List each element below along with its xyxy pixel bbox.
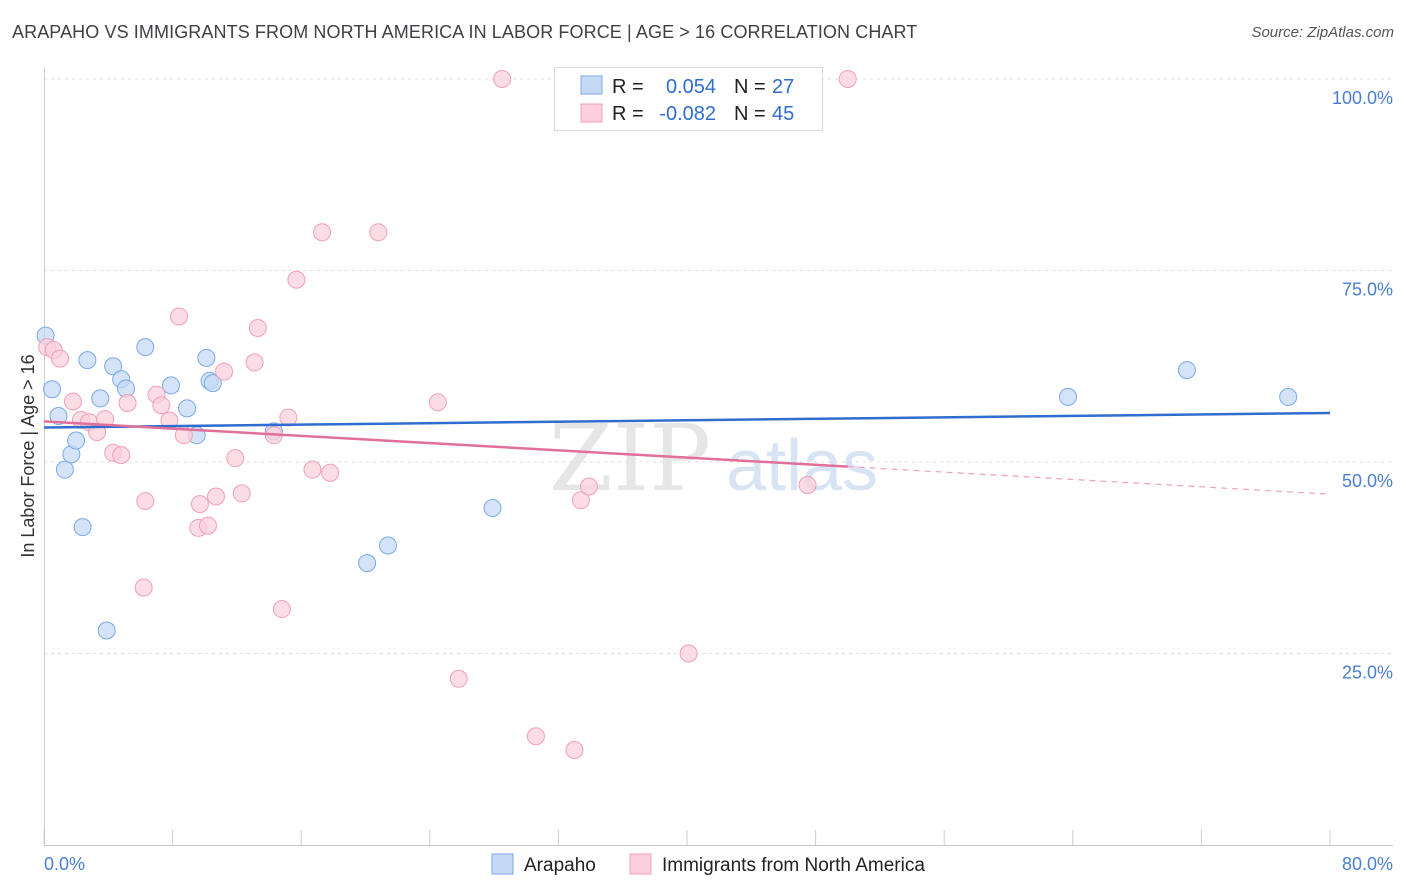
legend-r-label: R = — [612, 103, 644, 125]
arapaho-point — [97, 621, 116, 640]
immigrants-point — [51, 349, 70, 368]
series-legend-swatch-arapaho — [491, 853, 514, 875]
arapaho-point — [178, 399, 197, 418]
immigrants-point — [579, 477, 598, 496]
immigrants-point — [152, 396, 171, 415]
arapaho-point — [1279, 387, 1298, 406]
arapaho-point — [104, 357, 123, 376]
y-tick-label: 50.0% — [1342, 471, 1393, 491]
immigrants-point — [112, 446, 131, 465]
immigrants-point — [449, 669, 468, 688]
immigrants-point — [313, 223, 332, 242]
immigrants-point — [303, 460, 322, 479]
y-tick-labels: 100.0% 75.0% 50.0% 25.0% — [1332, 88, 1393, 683]
series-legend-swatch-immigrants — [629, 853, 652, 875]
series-legend-label: Arapaho — [524, 855, 596, 876]
arapaho-point — [1177, 361, 1196, 380]
immigrants-point — [565, 741, 584, 760]
x-axis-ticks — [43, 830, 1331, 845]
arapaho-point — [136, 338, 155, 357]
immigrants-point — [215, 362, 234, 381]
trend-lines — [43, 411, 1331, 495]
y-tick-label: 75.0% — [1342, 280, 1393, 300]
arapaho-point — [379, 536, 398, 555]
legend-r-value: -0.082 — [659, 103, 716, 125]
immigrants-point — [526, 727, 545, 746]
y-tick-label: 25.0% — [1342, 663, 1393, 683]
arapaho-point — [483, 498, 502, 517]
immigrants-point — [679, 644, 698, 663]
arapaho-point — [43, 380, 62, 399]
source-credit: Source: ZipAtlas.com — [1251, 24, 1394, 41]
y-axis-label: In Labor Force | Age > 16 — [18, 354, 38, 557]
immigrants-trend-extension — [847, 465, 1331, 495]
immigrants-point — [272, 600, 291, 619]
immigrants-point — [287, 270, 306, 289]
immigrants-point — [134, 578, 153, 597]
arapaho-point — [67, 431, 86, 450]
arapaho-point — [78, 351, 97, 370]
immigrants-point — [493, 70, 512, 88]
immigrants-point — [63, 392, 82, 411]
immigrants-point — [321, 463, 340, 482]
immigrants-point — [571, 491, 590, 510]
immigrants-point — [198, 516, 217, 535]
immigrants-point — [226, 449, 245, 468]
immigrants-point — [190, 495, 209, 514]
arapaho-point — [161, 376, 180, 395]
stats-legend: R = 0.054 N = 27 R = -0.082 N = 45 — [554, 67, 823, 131]
immigrants-point — [838, 70, 857, 88]
arapaho-point — [55, 460, 74, 479]
immigrants-point — [136, 492, 155, 511]
y-tick-label: 100.0% — [1332, 88, 1393, 108]
immigrants-point — [369, 223, 388, 242]
legend-swatch-immigrants — [580, 103, 603, 123]
immigrants-point — [245, 353, 264, 372]
arapaho-point — [91, 389, 110, 408]
immigrants-point — [232, 484, 251, 503]
arapaho-trend-line — [43, 411, 1331, 429]
legend-n-value: 45 — [772, 103, 794, 125]
immigrants-point — [118, 394, 137, 413]
arapaho-point — [203, 374, 222, 393]
legend-r-value: 0.054 — [666, 76, 716, 98]
legend-r-label: R = — [612, 76, 644, 98]
immigrants-point — [207, 487, 226, 506]
x-tick-label-min: 0.0% — [44, 854, 85, 874]
watermark-atlas: atlas — [726, 426, 878, 506]
arapaho-point — [73, 518, 92, 537]
legend-n-value: 27 — [772, 76, 794, 98]
arapaho-point — [1058, 387, 1077, 406]
series-legend-label: Immigrants from North America — [662, 855, 925, 876]
arapaho-point — [49, 407, 68, 426]
legend-n-label: N = — [734, 76, 766, 98]
immigrants-point — [798, 475, 817, 494]
legend-n-label: N = — [734, 103, 766, 125]
arapaho-point — [358, 554, 377, 573]
series-legend: Arapaho Immigrants from North America — [491, 853, 925, 876]
immigrants-point — [428, 393, 447, 412]
immigrants-point — [170, 307, 189, 326]
immigrants-trend-line — [43, 420, 848, 468]
legend-swatch-arapaho — [580, 75, 603, 95]
immigrants-point — [248, 318, 267, 337]
arapaho-point — [197, 348, 216, 367]
immigrants-point — [279, 408, 298, 427]
chart-title: ARAPAHO VS IMMIGRANTS FROM NORTH AMERICA… — [12, 22, 918, 42]
x-tick-label-max: 80.0% — [1342, 854, 1393, 874]
